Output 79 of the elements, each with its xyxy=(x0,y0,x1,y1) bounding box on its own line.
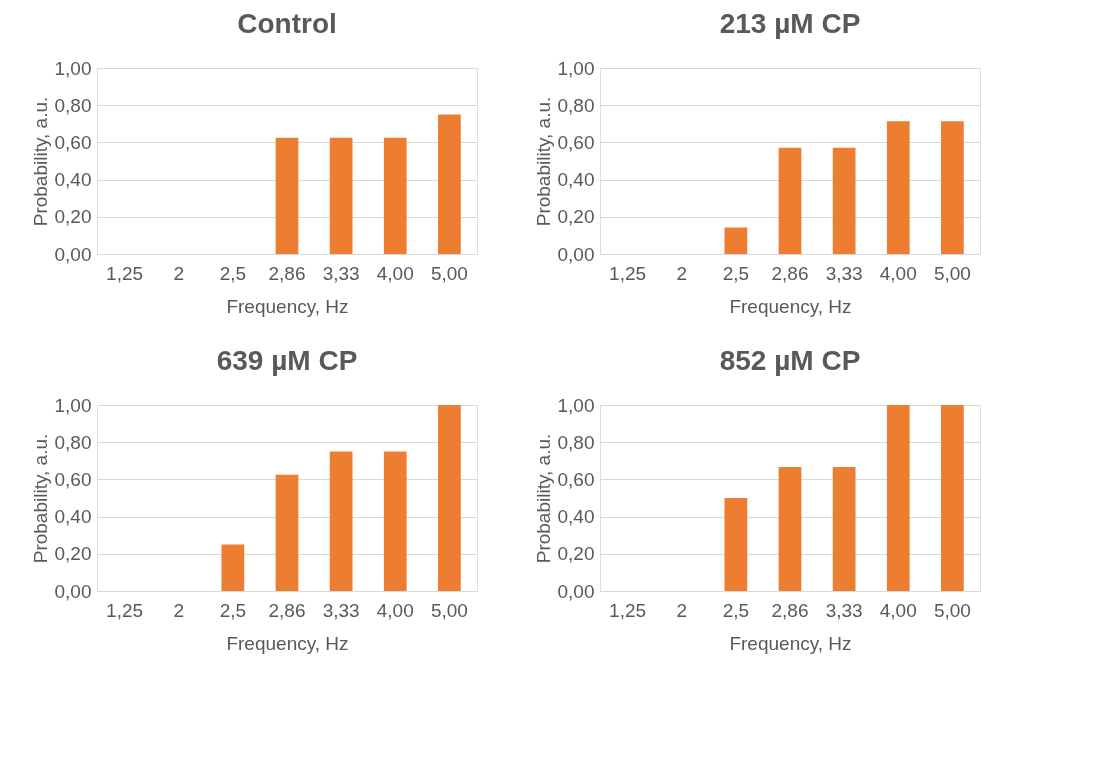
chart-title: 213 µM CP xyxy=(719,8,861,39)
x-axis-title: Frequency, Hz xyxy=(226,295,349,317)
x-tick-label: 2,86 xyxy=(771,599,809,621)
x-tick-label: 5,00 xyxy=(430,262,468,284)
chart-title: 852 µM CP xyxy=(719,345,861,376)
y-axis-title: Probability, a.u. xyxy=(532,96,554,227)
x-tick-label: 2,86 xyxy=(268,262,306,284)
x-tick-label: 2 xyxy=(173,599,185,621)
y-tick-label: 0,80 xyxy=(557,431,595,453)
y-tick-label: 0,60 xyxy=(54,131,92,153)
x-tick-label: 2 xyxy=(173,262,185,284)
bar xyxy=(778,147,802,254)
y-tick-label: 0,20 xyxy=(557,543,595,565)
y-tick-label: 0,40 xyxy=(54,506,92,528)
bar xyxy=(778,466,802,591)
y-tick-label: 1,00 xyxy=(54,394,92,416)
bar xyxy=(275,474,299,591)
x-tick-label: 5,00 xyxy=(430,599,468,621)
x-tick-label: 1,25 xyxy=(106,262,144,284)
x-tick-label: 2,86 xyxy=(771,262,809,284)
x-tick-label: 2,5 xyxy=(722,599,750,621)
bar xyxy=(941,121,964,254)
x-tick-label: 4,00 xyxy=(376,262,414,284)
y-tick-label: 1,00 xyxy=(54,57,92,79)
x-tick-label: 4,00 xyxy=(879,262,917,284)
y-tick-label: 0,00 xyxy=(557,243,595,265)
x-axis-title: Frequency, Hz xyxy=(729,632,852,654)
y-tick-label: 0,20 xyxy=(54,206,92,228)
x-tick-label: 1,25 xyxy=(106,599,144,621)
bar xyxy=(221,544,245,591)
x-tick-label: 4,00 xyxy=(376,599,414,621)
x-tick-label: 2,5 xyxy=(722,262,750,284)
x-axis-title: Frequency, Hz xyxy=(226,632,349,654)
bar xyxy=(724,498,748,591)
chart-title: 639 µM CP xyxy=(216,345,358,376)
x-tick-label: 3,33 xyxy=(825,599,863,621)
x-tick-label: 2,5 xyxy=(219,262,247,284)
y-axis-title: Probability, a.u. xyxy=(532,433,554,564)
y-tick-label: 0,40 xyxy=(557,506,595,528)
x-tick-label: 2,86 xyxy=(268,599,306,621)
x-tick-label: 1,25 xyxy=(609,599,647,621)
y-tick-label: 0,40 xyxy=(557,169,595,191)
y-axis-title: Probability, a.u. xyxy=(29,433,51,564)
x-tick-label: 5,00 xyxy=(933,599,971,621)
x-axis-title: Frequency, Hz xyxy=(729,295,852,317)
y-tick-label: 0,20 xyxy=(557,206,595,228)
bar xyxy=(383,451,407,591)
y-tick-label: 0,00 xyxy=(54,580,92,602)
chart-title: Control xyxy=(237,8,337,39)
x-tick-label: 1,25 xyxy=(609,262,647,284)
bar xyxy=(832,147,856,254)
x-tick-label: 3,33 xyxy=(322,262,360,284)
bar xyxy=(329,451,353,591)
y-tick-label: 0,80 xyxy=(557,94,595,116)
y-axis-title: Probability, a.u. xyxy=(29,96,51,227)
x-tick-label: 2 xyxy=(676,262,688,284)
y-tick-label: 1,00 xyxy=(557,394,595,416)
y-tick-label: 0,00 xyxy=(557,580,595,602)
bar xyxy=(886,405,910,591)
x-tick-label: 3,33 xyxy=(825,262,863,284)
bar xyxy=(832,466,856,591)
x-tick-label: 2 xyxy=(676,599,688,621)
bar xyxy=(941,405,964,591)
x-tick-label: 5,00 xyxy=(933,262,971,284)
y-tick-label: 0,40 xyxy=(54,169,92,191)
y-tick-label: 0,00 xyxy=(54,243,92,265)
y-tick-label: 1,00 xyxy=(557,57,595,79)
bar xyxy=(438,405,461,591)
y-tick-label: 0,60 xyxy=(557,131,595,153)
y-tick-label: 0,80 xyxy=(54,94,92,116)
bar xyxy=(886,121,910,254)
y-tick-label: 0,60 xyxy=(54,468,92,490)
y-tick-label: 0,80 xyxy=(54,431,92,453)
x-tick-label: 4,00 xyxy=(879,599,917,621)
bar xyxy=(724,227,748,254)
x-tick-label: 3,33 xyxy=(322,599,360,621)
x-tick-label: 2,5 xyxy=(219,599,247,621)
y-tick-label: 0,60 xyxy=(557,468,595,490)
y-tick-label: 0,20 xyxy=(54,543,92,565)
